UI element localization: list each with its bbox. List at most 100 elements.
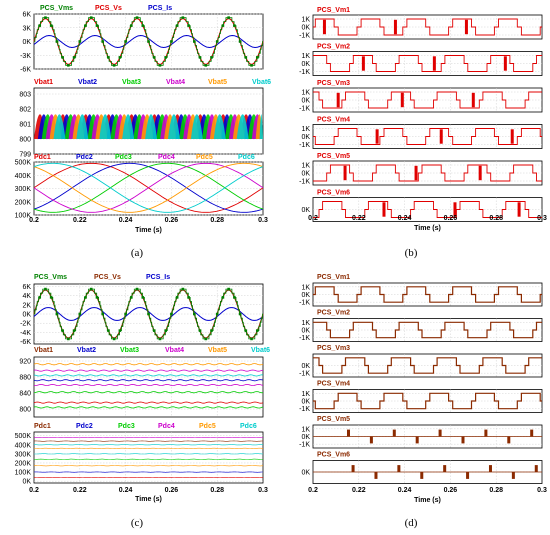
chart-b-panel-4: [312, 124, 543, 149]
chart-b-panel-2-tick: -1K: [299, 69, 310, 76]
chart-b-pulse: [517, 202, 521, 217]
chart-a2-legend-vbat2: Vbat2: [78, 79, 97, 86]
chart-c1-vms-marker: [158, 337, 162, 341]
chart-a2-tick: 802: [19, 107, 31, 114]
chart-a1-tick: 3K: [22, 25, 31, 32]
chart-b-panel-3-tick: 1K: [301, 90, 310, 97]
chart-c3-legend-pdc3: Pdc3: [118, 423, 135, 430]
chart-d-x-label: Time (s): [414, 497, 441, 504]
chart-c1-vms-marker: [170, 312, 173, 316]
chart-c1-vms-marker: [95, 296, 99, 299]
chart-c3-legend-pdc4: Pdc4: [158, 423, 175, 430]
chart-c1-vms-marker: [61, 329, 64, 332]
chart-c3-legend-pdc5: Pdc5: [199, 423, 216, 430]
chart-a2-tick: 803: [19, 92, 31, 99]
chart-d-pulse: [466, 472, 470, 479]
chart-c1-vms-marker: [198, 329, 202, 332]
chart-a3-x-tick: 0.22: [73, 217, 87, 224]
chart-d-panel-5-tick: 1K: [301, 426, 310, 433]
chart-b-x-tick: 0.26: [444, 215, 458, 222]
chart-a1-vms-marker: [158, 64, 162, 67]
chart-c1-vms-marker: [72, 329, 76, 332]
chart-d-pulse: [438, 429, 442, 437]
chart-a1-tick: 6K: [22, 12, 31, 19]
chart-c1-vms-marker: [107, 329, 110, 332]
chart-c1-series-pcs-is: [33, 307, 264, 321]
chart-d-pulse: [511, 472, 515, 479]
chart-a1-vms-marker: [112, 64, 116, 67]
chart-c1-tick: 0K: [22, 312, 31, 319]
chart-b-title-vm5: PCS_Vm5: [317, 153, 350, 160]
chart-c1-vms-marker: [67, 337, 70, 341]
chart-c1-vms-marker: [181, 287, 185, 291]
chart-c1-vms-marker: [250, 337, 253, 341]
chart-b-panel-1-tick: -1K: [299, 33, 310, 40]
chart-b-pulse: [478, 165, 482, 181]
chart-c3-x-tick: 0.2: [29, 487, 39, 494]
chart-d-x-tick: 0.22: [352, 487, 366, 494]
chart-d-panel-5-tick: 0K: [301, 434, 310, 441]
chart-a1-vms-marker: [38, 24, 42, 27]
chart-c1-vms-marker: [130, 296, 133, 299]
chart-c1-vms-marker: [101, 312, 104, 316]
chart-c3-x-tick: 0.26: [165, 487, 179, 494]
chart-a1-vms-marker: [238, 40, 242, 43]
chart-a2-vbat-lobe: [259, 114, 263, 139]
chart-a1-vms-marker: [227, 16, 230, 19]
chart-d-series-vm1: [313, 286, 542, 303]
chart-a1-vms-marker: [250, 64, 253, 67]
chart-b-pulse: [375, 129, 379, 144]
chart-a3-x-tick: 0.24: [119, 217, 133, 224]
chart-a1-vms-marker: [193, 40, 196, 43]
chart-a1-vms-marker: [130, 24, 133, 27]
chart-d-x-tick: 0.26: [444, 487, 458, 494]
chart-a1-vms-marker: [55, 40, 59, 43]
chart-c1-vms-marker: [49, 296, 53, 299]
chart-a1-vms-marker: [84, 24, 87, 27]
chart-d-title-vm6: PCS_Vm6: [317, 452, 350, 459]
chart-c1-tick: -4K: [20, 330, 31, 337]
chart-c1-vms-marker: [112, 337, 116, 341]
chart-c2-legend-vbat5: Vbat5: [208, 347, 227, 354]
chart-d-pulse: [484, 429, 488, 437]
chart-a3-x-label: Time (s): [135, 227, 162, 234]
chart-a1-vms-marker: [78, 40, 82, 43]
chart-c1-tick: 6K: [22, 284, 31, 291]
chart-b-panel-4-tick: 0K: [301, 134, 310, 141]
chart-c2-series-vbat: [33, 374, 264, 377]
chart-d-pulse: [420, 472, 424, 479]
chart-b-title-vm4: PCS_Vm4: [317, 117, 350, 124]
chart-a1-legend-pcs_is: PCS_Is: [148, 5, 172, 12]
chart-a2-tick: 800: [19, 137, 31, 144]
chart-c1-vms-marker: [244, 329, 248, 332]
chart-b-series-vm5: [313, 164, 542, 182]
chart-c1-vms-marker: [78, 312, 82, 316]
chart-a1-vms-marker: [107, 56, 110, 59]
chart-b-title-vm1: PCS_Vm1: [317, 7, 350, 14]
chart-d-pulse: [488, 465, 492, 472]
chart-a1-vms-marker: [147, 40, 150, 43]
chart-a3-legend-pdc1: Pdc1: [34, 154, 51, 161]
chart-d-series-vm4: [313, 392, 542, 410]
chart-a1-vms-marker: [255, 56, 259, 59]
chart-d-series-vm2: [313, 321, 542, 339]
chart-a2-legend-vbat3: Vbat3: [122, 79, 141, 86]
chart-a2-legend-vbat5: Vbat5: [208, 79, 227, 86]
chart-d-pulse: [374, 472, 378, 479]
chart-a2-vbat-lobe: [190, 114, 203, 139]
chart-d-panel-4-tick: 1K: [301, 391, 310, 398]
chart-c1-vms-marker: [164, 329, 167, 332]
caption-d: (d): [405, 517, 418, 529]
chart-d-panel-2-tick: -1K: [299, 335, 310, 342]
chart-a2-legend-vbat1: Vbat1: [34, 79, 53, 86]
chart-c1-vms-marker: [55, 312, 59, 316]
chart-b-pulse: [464, 19, 468, 35]
chart-c3-tick: 300K: [15, 451, 32, 458]
chart-b-panel-2-tick: 1K: [301, 53, 310, 60]
chart-b-series-vm6: [313, 201, 542, 218]
chart-d-title-vm4: PCS_Vm4: [317, 381, 350, 388]
chart-d-panel-3: [312, 353, 543, 378]
caption-c: (c): [131, 517, 144, 529]
chart-b-pulse: [471, 92, 475, 108]
